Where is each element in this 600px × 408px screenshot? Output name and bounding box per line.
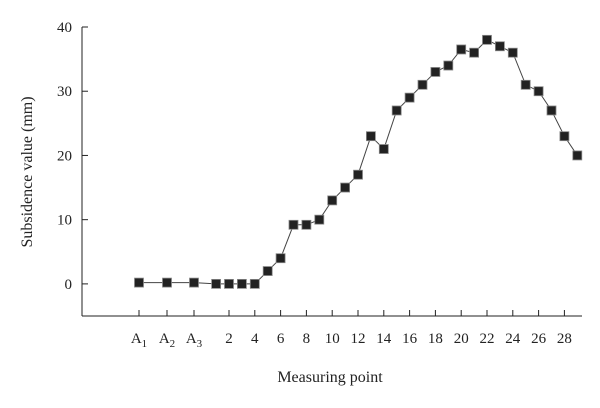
- data-point: [134, 277, 144, 288]
- data-point: [301, 219, 312, 230]
- data-point: [572, 150, 583, 161]
- x-tick-label: 10: [325, 331, 340, 347]
- x-tick-label: 2: [225, 331, 233, 347]
- x-tick-label: 22: [480, 331, 495, 347]
- data-point: [211, 278, 222, 289]
- data-point: [314, 214, 325, 225]
- y-tick-label: 10: [57, 213, 72, 229]
- data-point: [236, 278, 247, 289]
- data-point: [520, 79, 531, 90]
- data-point: [546, 105, 557, 116]
- data-point: [340, 182, 351, 193]
- data-point: [443, 60, 454, 71]
- x-tick-label: A2: [159, 331, 175, 350]
- data-point: [507, 47, 518, 58]
- x-tick-label: 28: [557, 331, 572, 347]
- data-point: [162, 277, 172, 288]
- x-tick-label: A3: [186, 331, 203, 350]
- data-point: [469, 47, 480, 58]
- data-point: [391, 105, 402, 116]
- data-point: [533, 86, 544, 97]
- y-tick-label: 40: [57, 20, 72, 36]
- x-tick-label: 26: [531, 331, 547, 347]
- x-tick-label: 18: [428, 331, 443, 347]
- x-tick-label: 16: [402, 331, 418, 347]
- y-tick-label: 20: [57, 148, 72, 164]
- data-point: [404, 92, 415, 103]
- plot-area: [134, 34, 583, 289]
- data-point: [494, 41, 505, 52]
- x-tick-label: A1: [131, 331, 147, 350]
- data-point: [353, 169, 363, 180]
- x-tick-label: 6: [277, 331, 285, 347]
- y-ticks: 0 10 20 30 40: [57, 20, 88, 293]
- data-point: [275, 253, 286, 264]
- data-point: [224, 278, 234, 289]
- x-tick-label: 12: [351, 331, 366, 347]
- data-point: [262, 266, 273, 276]
- x-tick-label: 24: [505, 331, 521, 347]
- x-tick-label: 8: [303, 331, 311, 347]
- data-point: [365, 131, 376, 142]
- data-point: [417, 79, 428, 90]
- y-tick-label: 0: [65, 277, 73, 293]
- x-tick-label: 20: [454, 331, 469, 347]
- x-tick-label: 4: [251, 331, 259, 347]
- data-point: [327, 195, 338, 206]
- data-point: [559, 131, 570, 142]
- x-axis-label: Measuring point: [277, 369, 383, 386]
- x-tick-label: 14: [376, 331, 392, 347]
- y-axis-label: Subsidence value (mm): [19, 96, 36, 247]
- series-line: [139, 39, 578, 285]
- data-point: [288, 219, 299, 230]
- y-tick-label: 30: [57, 84, 72, 100]
- data-point: [378, 144, 389, 154]
- data-point: [189, 277, 199, 288]
- x-ticks: A1 A2 A3 2 4 6 8 10 12 14 16 18 20 22 24 26 28: [131, 310, 572, 350]
- data-point: [430, 67, 441, 77]
- data-point: [482, 34, 492, 45]
- data-point: [249, 278, 260, 289]
- data-point: [456, 44, 467, 55]
